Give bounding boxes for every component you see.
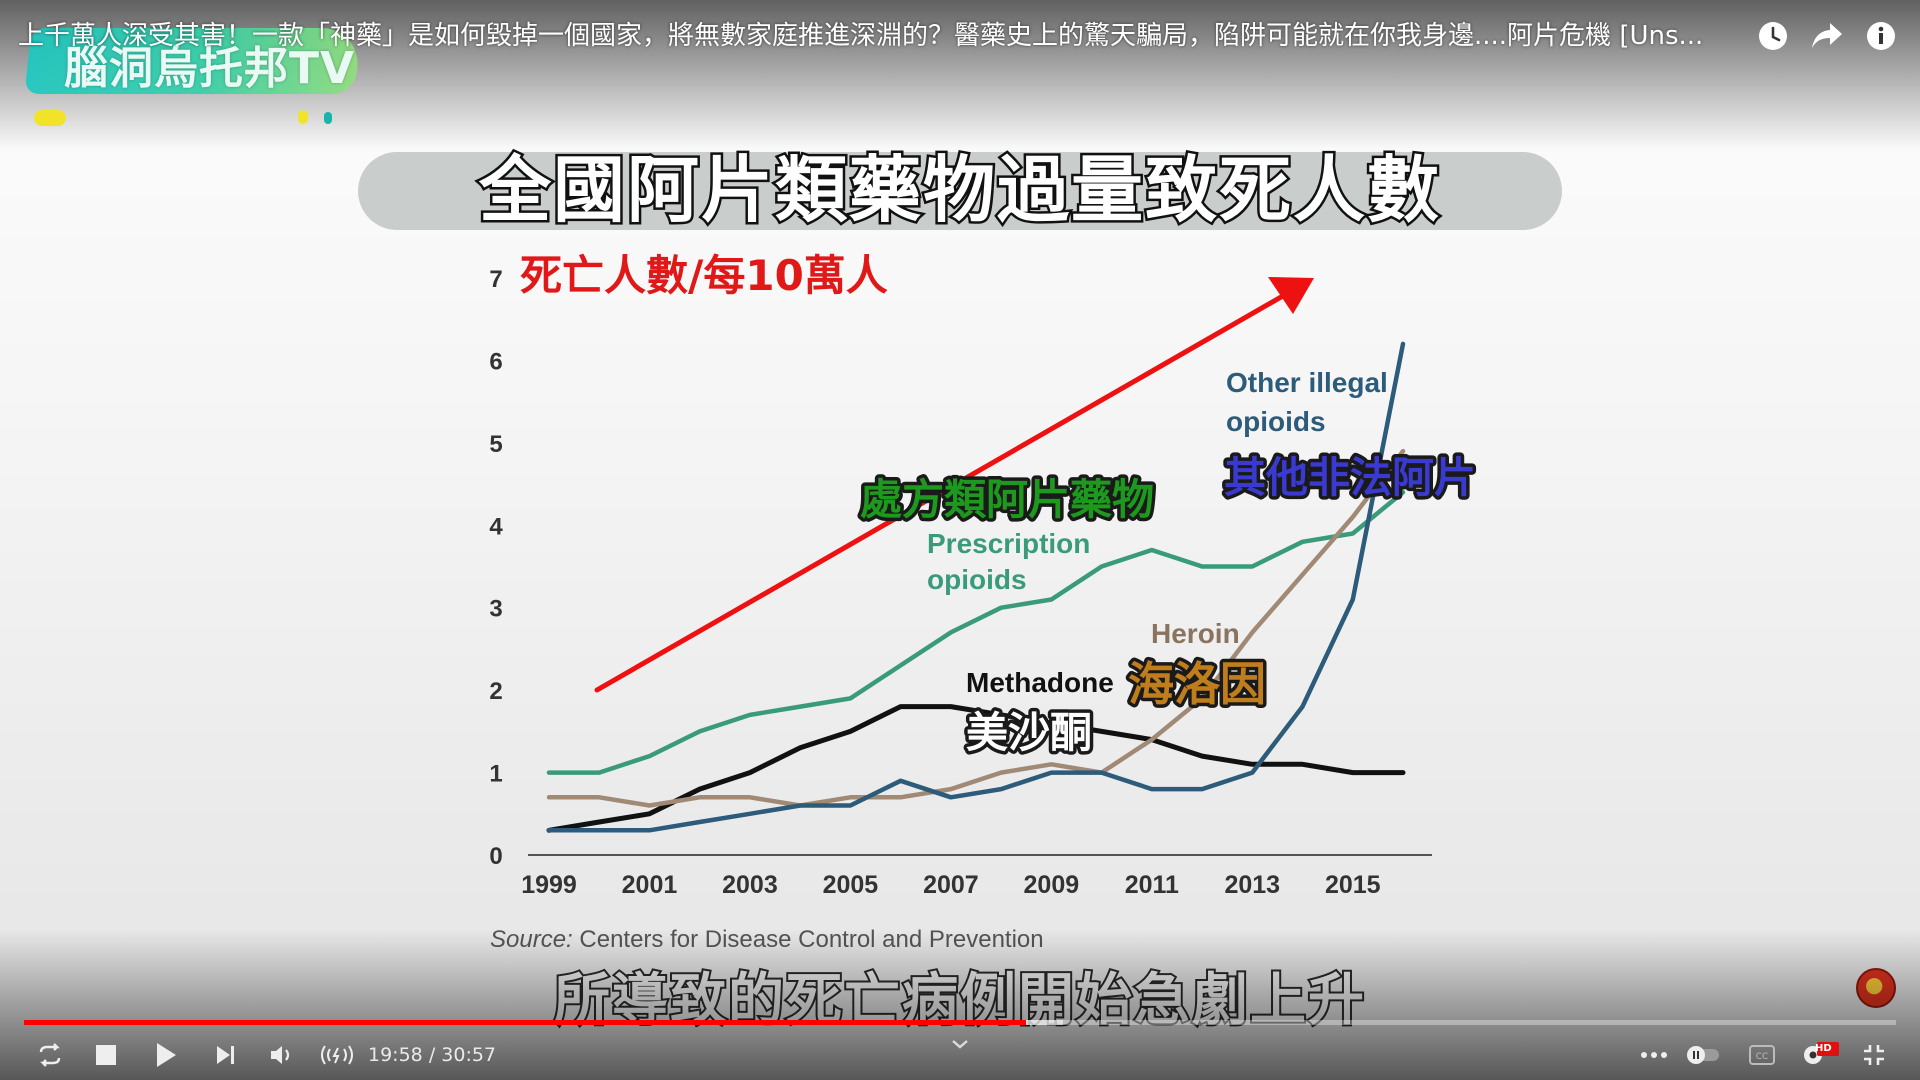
series-label-en: Heroin: [1151, 618, 1240, 649]
y-tick-label: 0: [489, 843, 502, 870]
time-total: 30:57: [441, 1044, 497, 1066]
logo-decoration: [34, 110, 66, 126]
y-tick-label: 1: [489, 761, 502, 788]
logo-decoration: [324, 112, 332, 124]
progress-played: [24, 1020, 1026, 1025]
stop-icon[interactable]: [86, 1030, 126, 1080]
exit-fullscreen-icon[interactable]: [1854, 1030, 1894, 1080]
autoplay-toggle-icon[interactable]: [1680, 1030, 1726, 1080]
y-axis-label: 死亡人數/每10萬人: [520, 251, 888, 300]
chart-source: Source: Centers for Disease Control and …: [490, 926, 1044, 953]
y-tick-label: 5: [489, 431, 502, 458]
time-display: 19:58 / 30:57: [368, 1040, 496, 1070]
x-tick-label: 2009: [1024, 871, 1080, 899]
play-icon[interactable]: [146, 1030, 186, 1080]
x-tick-label: 2005: [823, 871, 879, 899]
trend-arrow-head: [1268, 277, 1314, 314]
svg-text:CC: CC: [1756, 1052, 1769, 1062]
more-icon[interactable]: [1634, 1030, 1674, 1080]
settings-icon[interactable]: HD: [1794, 1030, 1844, 1080]
player-controls: 19:58 / 30:57 CC HD: [0, 1030, 1920, 1080]
series-label-zh: 處方類阿片藥物: [860, 475, 1154, 524]
series-label-zh: 美沙酮: [966, 708, 1092, 757]
x-tick-label: 2003: [722, 871, 778, 899]
channel-logo: 腦洞烏托邦TV: [24, 22, 362, 126]
series-label-zh: 其他非法阿片: [1224, 453, 1476, 502]
channel-logo-text: 腦洞烏托邦TV: [64, 43, 356, 94]
volume-icon[interactable]: [262, 1030, 302, 1080]
logo-decoration: [298, 110, 308, 124]
series-label-en: opioids: [1226, 406, 1326, 437]
x-tick-label: 2013: [1224, 871, 1280, 899]
chart-title: 全國阿片類藥物過量致死人數: [476, 146, 1441, 235]
channel-avatar[interactable]: [1856, 968, 1896, 1008]
live-icon[interactable]: [314, 1030, 360, 1080]
x-tick-label: 2007: [923, 871, 979, 899]
series-line-heroin: [546, 448, 1406, 808]
chart-title-background: [358, 152, 1562, 230]
x-tick-label: 2011: [1125, 871, 1179, 899]
trend-arrow-shaft: [594, 290, 1291, 693]
y-tick-label: 3: [489, 596, 502, 623]
series-label-en: Prescription: [927, 528, 1090, 559]
y-tick-label: 2: [489, 678, 502, 705]
time-separator: /: [428, 1044, 436, 1066]
hd-badge: HD: [1815, 1043, 1832, 1054]
loop-icon[interactable]: [30, 1030, 70, 1080]
next-icon[interactable]: [206, 1030, 246, 1080]
series-line-prescription-opioids: [546, 490, 1406, 775]
captions-icon[interactable]: CC: [1742, 1030, 1782, 1080]
series-label-zh: 海洛因: [1128, 657, 1266, 711]
time-current: 19:58: [368, 1044, 423, 1066]
x-tick-label: 2001: [622, 871, 678, 899]
progress-bar[interactable]: [24, 1020, 1896, 1025]
y-tick-label: 7: [489, 266, 502, 293]
info-icon[interactable]: [1860, 15, 1902, 57]
x-tick-label: 1999: [521, 871, 577, 899]
x-tick-label: 2015: [1325, 871, 1381, 899]
y-tick-label: 4: [489, 513, 503, 540]
chevron-up-icon[interactable]: [950, 1036, 970, 1055]
y-tick-label: 6: [489, 348, 502, 375]
series-label-en: Other illegal: [1226, 367, 1388, 398]
share-arrow-icon[interactable]: [1806, 15, 1848, 57]
series-line-other-illegal-opioids: [546, 341, 1406, 833]
series-label-en: Methadone: [966, 667, 1114, 698]
series-label-en: opioids: [927, 564, 1027, 595]
clock-icon[interactable]: [1752, 15, 1794, 57]
